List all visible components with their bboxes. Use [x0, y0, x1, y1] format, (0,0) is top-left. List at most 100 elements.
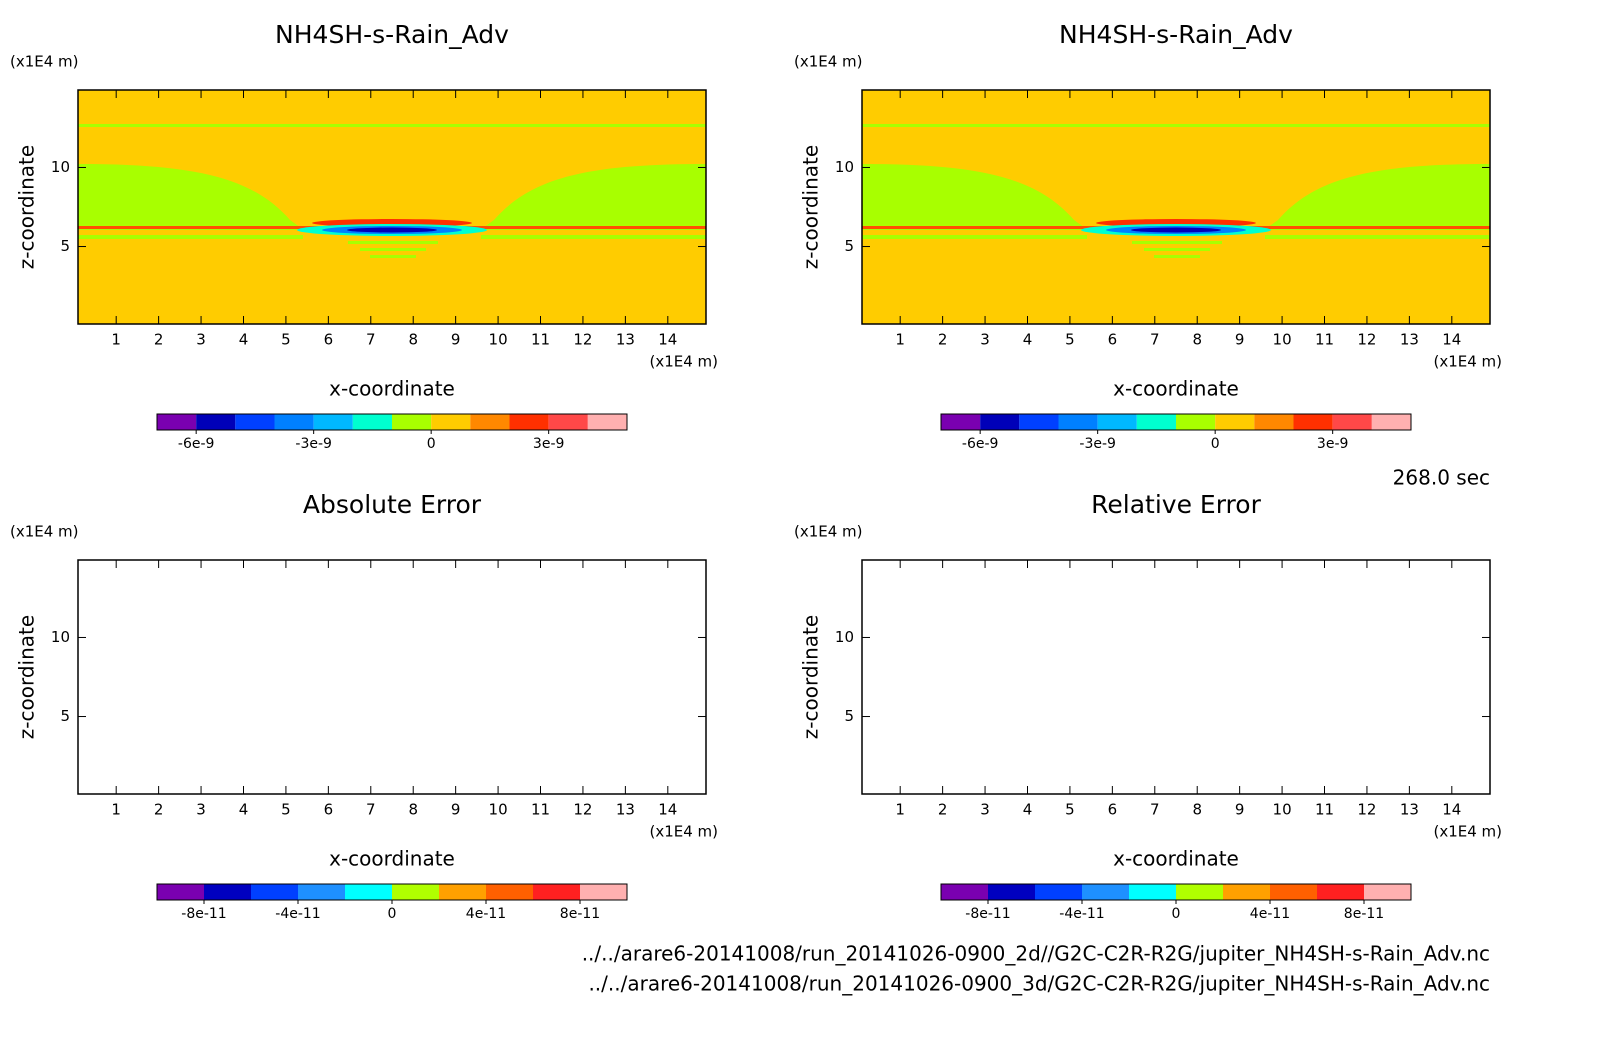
- colorbar-tick-label: 0: [427, 436, 436, 452]
- colorbar-segment: [587, 414, 627, 430]
- plot-frame: [77, 89, 707, 325]
- x-tick-label: 12: [1357, 331, 1376, 349]
- x-tick-label: 10: [489, 801, 508, 819]
- x-tick-label: 1: [895, 801, 905, 819]
- x-tick-label: 2: [938, 331, 948, 349]
- x-unit: (x1E4 m): [1433, 353, 1502, 371]
- colorbar-segment: [1254, 414, 1294, 430]
- x-tick-label: 13: [616, 331, 635, 349]
- x-tick-label: 6: [324, 331, 334, 349]
- colorbar-segment: [298, 884, 345, 900]
- x-tick-label: 14: [658, 801, 677, 819]
- x-unit: (x1E4 m): [1433, 823, 1502, 841]
- x-tick-label: 8: [408, 801, 418, 819]
- x-tick-label: 11: [531, 801, 550, 819]
- y-axis-title: z-coordinate: [799, 615, 823, 739]
- colorbar-segment: [431, 414, 471, 430]
- panel-title: Relative Error: [1091, 490, 1261, 519]
- colorbar-segment: [352, 414, 392, 430]
- x-tick-label: 13: [1400, 331, 1419, 349]
- y-tick-label: 5: [60, 707, 70, 725]
- y-axis-title: z-coordinate: [15, 615, 39, 739]
- x-tick-label: 11: [1315, 801, 1334, 819]
- colorbar-segment: [1317, 884, 1364, 900]
- x-tick-label: 7: [1150, 801, 1160, 819]
- x-tick-label: 6: [324, 801, 334, 819]
- x-tick-label: 12: [573, 331, 592, 349]
- colorbar-tick-label: 8e-11: [1344, 906, 1384, 922]
- x-tick-label: 7: [1150, 331, 1160, 349]
- x-tick-label: 12: [573, 801, 592, 819]
- colorbar-segment: [157, 884, 204, 900]
- panel: Relative Error(x1E4 m)1 2 3 4 5 6 7 8 9 10 11 12 13 1…: [794, 490, 1502, 922]
- x-tick-label: 3: [196, 331, 206, 349]
- colorbar-tick-label: -3e-9: [295, 436, 332, 452]
- x-tick-label: 8: [1192, 801, 1202, 819]
- colorbar-segment: [1019, 414, 1059, 430]
- x-tick-label: 12: [1357, 801, 1376, 819]
- panel-title: NH4SH-s-Rain_Adv: [1059, 20, 1293, 49]
- x-tick-label: 4: [1023, 331, 1033, 349]
- colorbar-segment: [196, 414, 236, 430]
- y-tick-label: 10: [835, 158, 854, 176]
- y-tick-label: 10: [51, 158, 70, 176]
- panel: NH4SH-s-Rain_Adv(x1E4 m)1 2 3 4 5 6 7 8 9 10 11 12 1…: [794, 20, 1502, 452]
- x-tick-label: 3: [980, 801, 990, 819]
- y-tick-label: 5: [844, 707, 854, 725]
- colorbar-segment: [1035, 884, 1082, 900]
- x-tick-label: 9: [451, 801, 461, 819]
- colorbar-segment: [580, 884, 627, 900]
- colorbar-tick-label: -4e-11: [1059, 906, 1104, 922]
- colorbar-tick-label: -4e-11: [275, 906, 320, 922]
- plot-frame: [861, 559, 1491, 795]
- colorbar-segment: [392, 884, 439, 900]
- colorbar-segment: [1293, 414, 1333, 430]
- x-tick-label: 13: [1400, 801, 1419, 819]
- x-tick-label: 10: [1273, 801, 1292, 819]
- x-tick-label: 8: [408, 331, 418, 349]
- x-tick-label: 2: [938, 801, 948, 819]
- x-tick-label: 9: [1235, 801, 1245, 819]
- x-tick-label: 8: [1192, 331, 1202, 349]
- x-tick-label: 14: [1442, 801, 1461, 819]
- y-unit: (x1E4 m): [10, 523, 79, 541]
- x-axis-title: x-coordinate: [329, 847, 455, 871]
- x-unit: (x1E4 m): [649, 823, 718, 841]
- x-tick-label: 9: [451, 331, 461, 349]
- y-tick-label: 5: [60, 237, 70, 255]
- colorbar-tick-label: -8e-11: [181, 906, 226, 922]
- contour-field: [862, 90, 1490, 324]
- y-unit: (x1E4 m): [794, 53, 863, 71]
- colorbar-tick-label: 4e-11: [466, 906, 506, 922]
- x-tick-label: 6: [1108, 801, 1118, 819]
- colorbar-segment: [204, 884, 251, 900]
- x-tick-label: 1: [895, 331, 905, 349]
- colorbar-segment: [509, 414, 549, 430]
- colorbar-segment: [980, 414, 1020, 430]
- x-tick-label: 1: [111, 801, 121, 819]
- colorbar-tick-label: 4e-11: [1250, 906, 1290, 922]
- panel: NH4SH-s-Rain_Adv(x1E4 m)1 2 3 4 5 6 7 8 9 10 11 12 1…: [10, 20, 718, 452]
- colorbar-segment: [1364, 884, 1411, 900]
- x-tick-label: 14: [1442, 331, 1461, 349]
- colorbar-segment: [486, 884, 533, 900]
- x-tick-label: 5: [281, 801, 291, 819]
- colorbar-segment: [1129, 884, 1176, 900]
- colorbar-tick-label: -6e-9: [962, 436, 999, 452]
- colorbar-segment: [1176, 414, 1216, 430]
- colorbar-tick-label: 8e-11: [560, 906, 600, 922]
- x-tick-label: 11: [531, 331, 550, 349]
- colorbar-segment: [470, 414, 510, 430]
- colorbar-tick-label: 3e-9: [1317, 436, 1348, 452]
- y-axis-title: z-coordinate: [799, 145, 823, 269]
- x-tick-label: 14: [658, 331, 677, 349]
- colorbar-segment: [1223, 884, 1270, 900]
- panel: Absolute Error(x1E4 m)1 2 3 4 5 6 7 8 9 10 11 12 13 1…: [10, 490, 718, 922]
- plot-frame: [77, 559, 707, 795]
- colorbar-segment: [548, 414, 588, 430]
- colorbar-tick-label: -3e-9: [1079, 436, 1116, 452]
- y-axis-title: z-coordinate: [15, 145, 39, 269]
- colorbar-tick-label: 0: [388, 906, 397, 922]
- x-tick-label: 10: [489, 331, 508, 349]
